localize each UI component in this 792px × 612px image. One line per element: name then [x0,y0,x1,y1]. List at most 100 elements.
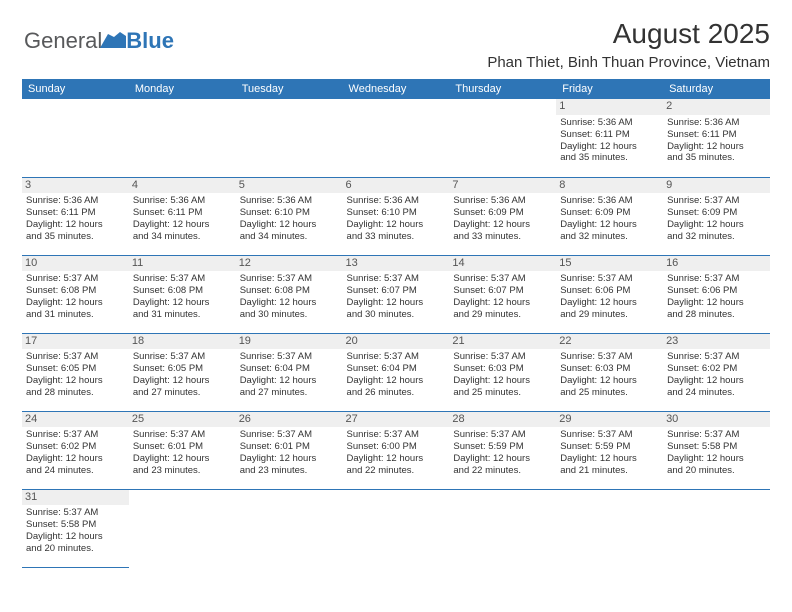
calendar-cell [663,489,770,567]
calendar-cell [129,489,236,567]
calendar-row: 31Sunrise: 5:37 AMSunset: 5:58 PMDayligh… [22,489,770,567]
calendar-row: 24Sunrise: 5:37 AMSunset: 6:02 PMDayligh… [22,411,770,489]
daylight1-text: Daylight: 12 hours [133,297,232,309]
sunset-text: Sunset: 6:05 PM [133,363,232,375]
calendar-cell: 14Sunrise: 5:37 AMSunset: 6:07 PMDayligh… [449,255,556,333]
daylight1-text: Daylight: 12 hours [453,297,552,309]
sunset-text: Sunset: 6:07 PM [453,285,552,297]
calendar-cell: 23Sunrise: 5:37 AMSunset: 6:02 PMDayligh… [663,333,770,411]
calendar-cell: 18Sunrise: 5:37 AMSunset: 6:05 PMDayligh… [129,333,236,411]
sunrise-text: Sunrise: 5:36 AM [560,117,659,129]
sunset-text: Sunset: 6:11 PM [667,129,766,141]
daylight2-text: and 24 minutes. [667,387,766,399]
daylight2-text: and 34 minutes. [240,231,339,243]
daylight1-text: Daylight: 12 hours [667,141,766,153]
sunrise-text: Sunrise: 5:36 AM [560,195,659,207]
calendar-cell: 4Sunrise: 5:36 AMSunset: 6:11 PMDaylight… [129,177,236,255]
sunset-text: Sunset: 6:08 PM [26,285,125,297]
day-number: 23 [663,334,770,350]
day-header: Tuesday [236,79,343,99]
daylight1-text: Daylight: 12 hours [560,141,659,153]
day-header-row: Sunday Monday Tuesday Wednesday Thursday… [22,79,770,99]
daylight1-text: Daylight: 12 hours [347,219,446,231]
sunrise-text: Sunrise: 5:36 AM [347,195,446,207]
sunset-text: Sunset: 6:08 PM [240,285,339,297]
sunrise-text: Sunrise: 5:37 AM [240,429,339,441]
sunrise-text: Sunrise: 5:37 AM [560,351,659,363]
logo-text-1: General [24,28,102,54]
daylight1-text: Daylight: 12 hours [240,219,339,231]
calendar-cell [449,489,556,567]
calendar-cell: 21Sunrise: 5:37 AMSunset: 6:03 PMDayligh… [449,333,556,411]
daylight2-text: and 30 minutes. [240,309,339,321]
daylight2-text: and 29 minutes. [453,309,552,321]
sunrise-text: Sunrise: 5:37 AM [453,429,552,441]
calendar-cell: 5Sunrise: 5:36 AMSunset: 6:10 PMDaylight… [236,177,343,255]
daylight1-text: Daylight: 12 hours [453,375,552,387]
calendar-cell [449,99,556,177]
day-number: 29 [556,412,663,428]
daylight2-text: and 22 minutes. [347,465,446,477]
sunrise-text: Sunrise: 5:37 AM [347,429,446,441]
sunset-text: Sunset: 6:02 PM [26,441,125,453]
daylight2-text: and 28 minutes. [26,387,125,399]
calendar-cell: 7Sunrise: 5:36 AMSunset: 6:09 PMDaylight… [449,177,556,255]
sunset-text: Sunset: 6:10 PM [240,207,339,219]
sunset-text: Sunset: 6:03 PM [560,363,659,375]
sunrise-text: Sunrise: 5:37 AM [26,351,125,363]
daylight1-text: Daylight: 12 hours [453,219,552,231]
daylight1-text: Daylight: 12 hours [133,219,232,231]
calendar-cell: 25Sunrise: 5:37 AMSunset: 6:01 PMDayligh… [129,411,236,489]
calendar-cell [236,99,343,177]
daylight2-text: and 20 minutes. [26,543,125,555]
daylight1-text: Daylight: 12 hours [667,297,766,309]
calendar-cell: 24Sunrise: 5:37 AMSunset: 6:02 PMDayligh… [22,411,129,489]
calendar-row: 3Sunrise: 5:36 AMSunset: 6:11 PMDaylight… [22,177,770,255]
daylight2-text: and 33 minutes. [347,231,446,243]
daylight2-text: and 25 minutes. [453,387,552,399]
day-number: 2 [663,99,770,115]
daylight1-text: Daylight: 12 hours [347,297,446,309]
daylight2-text: and 28 minutes. [667,309,766,321]
calendar-cell: 20Sunrise: 5:37 AMSunset: 6:04 PMDayligh… [343,333,450,411]
sunset-text: Sunset: 6:01 PM [133,441,232,453]
calendar-cell: 27Sunrise: 5:37 AMSunset: 6:00 PMDayligh… [343,411,450,489]
daylight2-text: and 26 minutes. [347,387,446,399]
daylight2-text: and 30 minutes. [347,309,446,321]
day-header: Thursday [449,79,556,99]
daylight1-text: Daylight: 12 hours [560,375,659,387]
day-number: 8 [556,178,663,194]
sunset-text: Sunset: 6:04 PM [240,363,339,375]
daylight1-text: Daylight: 12 hours [26,297,125,309]
sunrise-text: Sunrise: 5:37 AM [453,273,552,285]
sunset-text: Sunset: 6:04 PM [347,363,446,375]
daylight1-text: Daylight: 12 hours [133,375,232,387]
sunrise-text: Sunrise: 5:37 AM [26,507,125,519]
daylight1-text: Daylight: 12 hours [667,375,766,387]
day-number: 21 [449,334,556,350]
calendar-cell [343,99,450,177]
sunset-text: Sunset: 6:11 PM [133,207,232,219]
location: Phan Thiet, Binh Thuan Province, Vietnam [22,54,770,71]
daylight2-text: and 21 minutes. [560,465,659,477]
day-header: Wednesday [343,79,450,99]
day-number: 14 [449,256,556,272]
daylight2-text: and 32 minutes. [667,231,766,243]
daylight1-text: Daylight: 12 hours [667,453,766,465]
calendar-cell: 11Sunrise: 5:37 AMSunset: 6:08 PMDayligh… [129,255,236,333]
calendar-cell: 16Sunrise: 5:37 AMSunset: 6:06 PMDayligh… [663,255,770,333]
calendar-cell: 19Sunrise: 5:37 AMSunset: 6:04 PMDayligh… [236,333,343,411]
sunset-text: Sunset: 5:58 PM [667,441,766,453]
day-number: 13 [343,256,450,272]
daylight1-text: Daylight: 12 hours [560,219,659,231]
day-header: Sunday [22,79,129,99]
day-header: Monday [129,79,236,99]
sunrise-text: Sunrise: 5:37 AM [667,429,766,441]
daylight2-text: and 31 minutes. [133,309,232,321]
day-number: 20 [343,334,450,350]
calendar-cell [22,99,129,177]
day-number: 18 [129,334,236,350]
daylight2-text: and 23 minutes. [240,465,339,477]
calendar-cell: 1Sunrise: 5:36 AMSunset: 6:11 PMDaylight… [556,99,663,177]
calendar-cell [129,99,236,177]
